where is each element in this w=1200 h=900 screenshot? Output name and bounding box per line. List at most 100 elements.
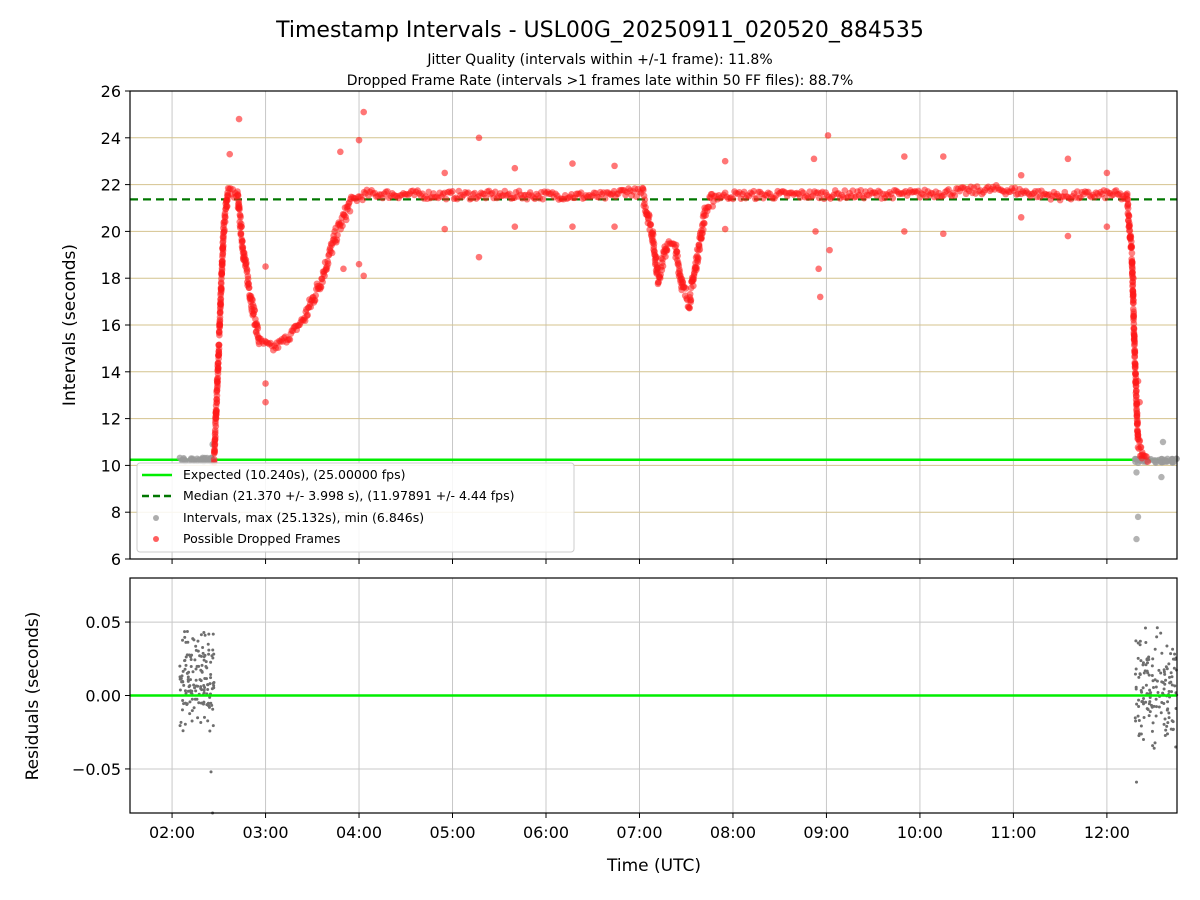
residual-point xyxy=(1165,724,1169,728)
residual-point xyxy=(211,707,215,711)
dropped-frame-point xyxy=(312,292,320,299)
residual-point xyxy=(1145,661,1149,665)
residual-point xyxy=(181,699,185,703)
interval-point xyxy=(196,456,204,464)
dropped-frame-point xyxy=(682,285,690,292)
top-y-tick-label: 20 xyxy=(101,222,121,241)
dropped-frame-point xyxy=(889,194,897,202)
top-reference-lines xyxy=(130,198,1177,462)
residual-point xyxy=(1173,684,1177,688)
bottom-y-axis: −0.05 0.00 0.05 xyxy=(72,613,130,779)
top-y-tick-label: 14 xyxy=(101,363,121,382)
dropped-frame-point xyxy=(243,266,251,274)
residual-point xyxy=(199,720,203,724)
dropped-frame-point xyxy=(214,364,222,372)
dropped-frame-point xyxy=(1131,338,1138,346)
residual-point xyxy=(193,658,197,662)
residual-point xyxy=(186,675,190,679)
residual-point xyxy=(1141,737,1145,741)
residual-point xyxy=(195,664,199,668)
residual-point xyxy=(1154,714,1158,718)
residual-point xyxy=(181,638,185,642)
residual-point xyxy=(1151,744,1155,748)
dropped-frame-point xyxy=(1128,249,1136,257)
residual-point xyxy=(1173,657,1177,661)
residual-point xyxy=(1144,700,1148,704)
chart-title: Timestamp Intervals - USL00G_20250911_02… xyxy=(275,18,924,43)
dropped-frame-point xyxy=(1126,227,1134,234)
residual-point xyxy=(210,687,214,691)
residual-point xyxy=(1160,680,1164,684)
interval-point xyxy=(1133,469,1140,476)
dropped-frame-point xyxy=(211,440,219,448)
residual-point xyxy=(204,660,208,664)
residual-point xyxy=(1150,664,1154,668)
interval-point xyxy=(1158,473,1165,481)
residual-point xyxy=(1133,672,1137,676)
residual-point xyxy=(1164,728,1168,732)
dropped-frame-point xyxy=(812,228,819,235)
residual-point xyxy=(182,683,186,687)
dropped-frame-point xyxy=(1064,155,1072,163)
dropped-frame-point xyxy=(611,223,618,231)
dropped-frame-point xyxy=(217,280,225,287)
dropped-frame-point xyxy=(796,194,804,201)
dropped-frame-point xyxy=(633,193,640,200)
residual-point xyxy=(196,684,200,688)
dropped-frame-point xyxy=(951,192,959,199)
dropped-frame-point xyxy=(1123,190,1131,198)
dropped-frame-point xyxy=(1144,458,1152,466)
interval-point xyxy=(1133,535,1140,543)
residual-point xyxy=(1134,685,1138,689)
residual-point xyxy=(1171,720,1175,724)
x-axis-label: Time (UTC) xyxy=(606,856,701,876)
dropped-frame-point xyxy=(475,134,483,142)
dropped-frame-point xyxy=(1017,214,1025,221)
residual-point xyxy=(192,706,196,710)
dropped-frame-point xyxy=(577,189,585,197)
dropped-frame-point xyxy=(346,207,354,215)
residual-point xyxy=(1148,710,1152,714)
dropped-frame-point xyxy=(238,223,245,231)
x-tick-label: 12:00 xyxy=(1084,823,1130,842)
residual-point xyxy=(203,633,207,637)
bottom-y-tick-label: −0.05 xyxy=(72,760,121,779)
dropped-frame-point xyxy=(324,260,332,267)
residual-point xyxy=(199,668,203,672)
dropped-frame-point xyxy=(219,242,227,249)
dropped-frame-point xyxy=(215,341,223,349)
residual-point xyxy=(189,678,193,682)
x-tick-label: 10:00 xyxy=(897,823,943,842)
legend-dropped-label: Possible Dropped Frames xyxy=(183,531,340,546)
residual-point xyxy=(1136,714,1140,718)
dropped-frame-point xyxy=(339,222,346,230)
dropped-frame-point xyxy=(1132,363,1139,371)
dropped-frame-point xyxy=(244,275,252,283)
residual-point xyxy=(1155,626,1159,630)
dropped-frame-point xyxy=(441,225,449,233)
dropped-frame-point xyxy=(690,282,697,290)
residual-point xyxy=(1137,719,1141,723)
top-y-tick-label: 24 xyxy=(101,129,121,148)
dropped-frame-point xyxy=(211,448,219,456)
legend-interval-swatch xyxy=(153,515,159,521)
residual-point xyxy=(1150,705,1154,709)
dropped-frame-point xyxy=(234,192,242,200)
residual-point xyxy=(184,691,188,695)
residual-point xyxy=(1141,661,1145,665)
residual-point xyxy=(1171,647,1175,651)
dropped-frame-point xyxy=(251,307,259,314)
residual-point xyxy=(181,729,185,733)
residual-point xyxy=(188,712,192,716)
residual-point xyxy=(1162,722,1166,726)
residual-point xyxy=(207,632,211,636)
dropped-frame-point xyxy=(939,153,947,160)
interval-point xyxy=(203,454,211,462)
residual-point xyxy=(1137,704,1141,708)
dropped-frame-point xyxy=(262,263,269,270)
residual-point xyxy=(209,672,213,676)
dropped-frame-point xyxy=(1133,393,1140,400)
dropped-frame-point xyxy=(243,259,250,267)
residual-point xyxy=(194,689,198,693)
residual-point xyxy=(1172,666,1176,670)
